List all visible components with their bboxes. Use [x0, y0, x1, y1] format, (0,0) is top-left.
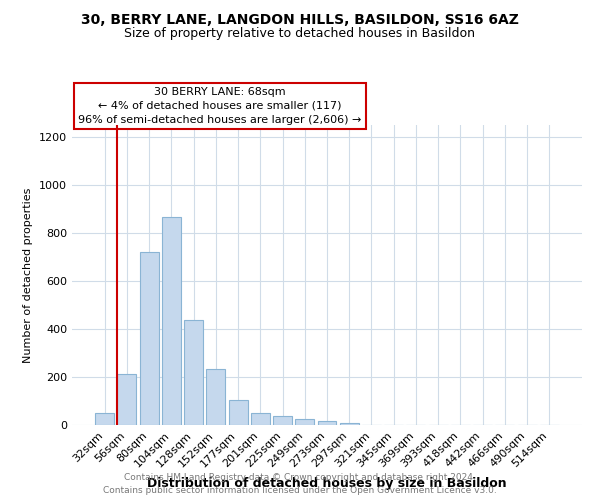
Bar: [251, 414, 270, 425]
X-axis label: Distribution of detached houses by size in Basildon: Distribution of detached houses by size …: [147, 477, 507, 490]
Bar: [317, 422, 337, 425]
Text: 30, BERRY LANE, LANGDON HILLS, BASILDON, SS16 6AZ: 30, BERRY LANE, LANGDON HILLS, BASILDON,…: [81, 12, 519, 26]
Text: Size of property relative to detached houses in Basildon: Size of property relative to detached ho…: [125, 28, 476, 40]
Bar: [206, 370, 225, 425]
Bar: [273, 416, 292, 425]
Bar: [140, 252, 158, 425]
Bar: [162, 216, 181, 425]
Bar: [118, 374, 136, 425]
Bar: [229, 400, 248, 425]
Text: Contains HM Land Registry data © Crown copyright and database right 2024.
Contai: Contains HM Land Registry data © Crown c…: [103, 474, 497, 495]
Bar: [95, 413, 114, 425]
Y-axis label: Number of detached properties: Number of detached properties: [23, 188, 34, 362]
Bar: [340, 423, 359, 425]
Bar: [295, 419, 314, 425]
Text: 30 BERRY LANE: 68sqm
← 4% of detached houses are smaller (117)
96% of semi-detac: 30 BERRY LANE: 68sqm ← 4% of detached ho…: [78, 87, 362, 125]
Bar: [184, 320, 203, 425]
